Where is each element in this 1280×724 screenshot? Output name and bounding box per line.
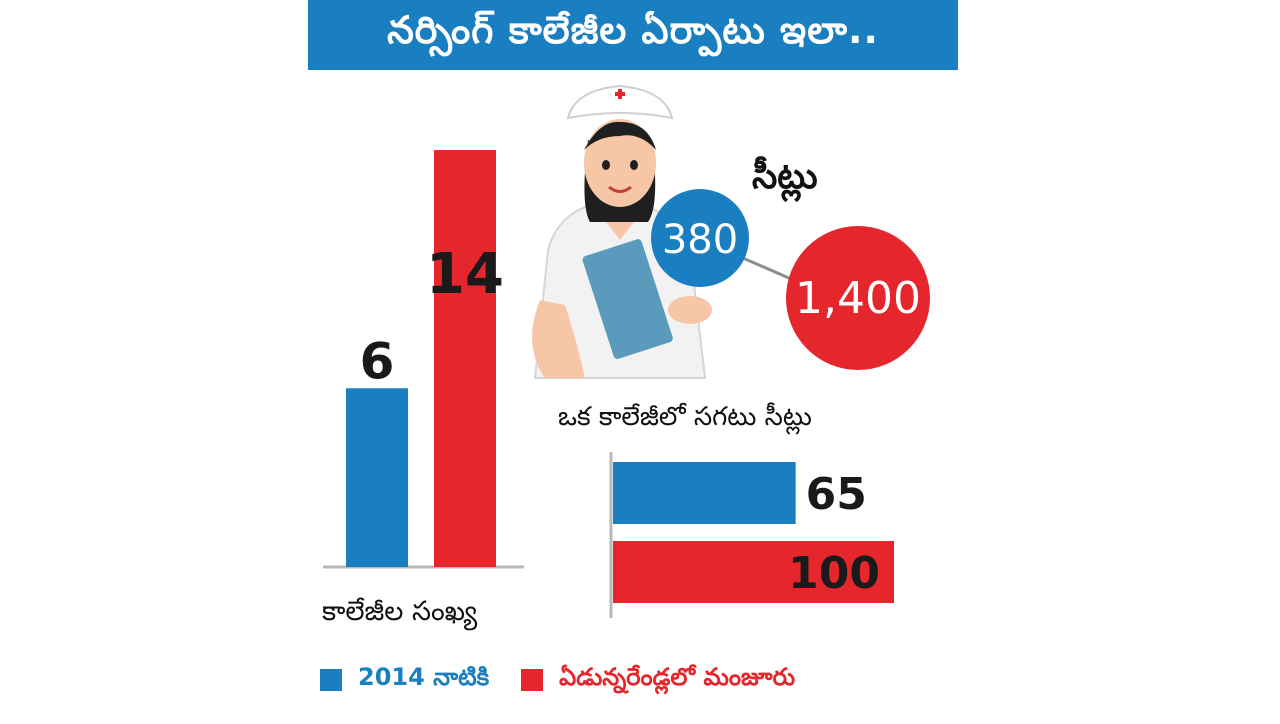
clipboard [582,239,673,359]
chart-title: నర్సింగ్ కాలేజీల ఏర్పాటు ఇలా.. [387,8,879,52]
legend-item-sanctioned: ఏడున్నరేండ్లలో మంజూరు [521,663,795,697]
seats-label: సీట్లు [752,156,818,203]
avg-seats-bar-label-1: 100 [788,548,880,599]
college-bar-1 [434,150,496,567]
college-count-bars: 6 14 [346,150,504,567]
legend-swatch-blue [320,669,342,691]
seats-bubble-label-0: 380 [662,217,738,263]
seats-bubble-label-1: 1,400 [795,273,921,324]
seats-bubbles: 380 1,400 [651,189,930,370]
legend-item-2014: 2014 నాటికి [320,663,489,697]
seats-bubble-1 [786,226,930,370]
college-count-axis-label: కాలేజీల సంఖ్య [322,596,478,631]
college-bar-0 [346,388,408,567]
avg-seats-title: ఒక కాలేజీలో సగటు సీట్లు [558,402,812,435]
college-bar-label-0: 6 [360,332,395,390]
seats-bubble-0 [651,189,749,287]
college-bar-label-1: 14 [426,242,504,307]
avg-seats-bar-label-0: 65 [806,469,867,520]
avg-seats-bars: 65 100 [613,462,894,603]
nurse-cap [566,84,674,120]
avg-seats-bar-0 [613,462,796,524]
avg-seats-bar-1 [613,541,894,603]
legend-swatch-red [521,669,544,691]
legend-label-2014: 2014 నాటికి [358,663,490,691]
title-banner: నర్సింగ్ కాలేజీల ఏర్పాటు ఇలా.. [308,0,958,70]
legend: 2014 నాటికి ఏడున్నరేండ్లలో మంజూరు [320,662,827,698]
nurse-face [584,119,656,207]
legend-label-sanctioned: ఏడున్నరేండ్లలో మంజూరు [559,663,796,691]
